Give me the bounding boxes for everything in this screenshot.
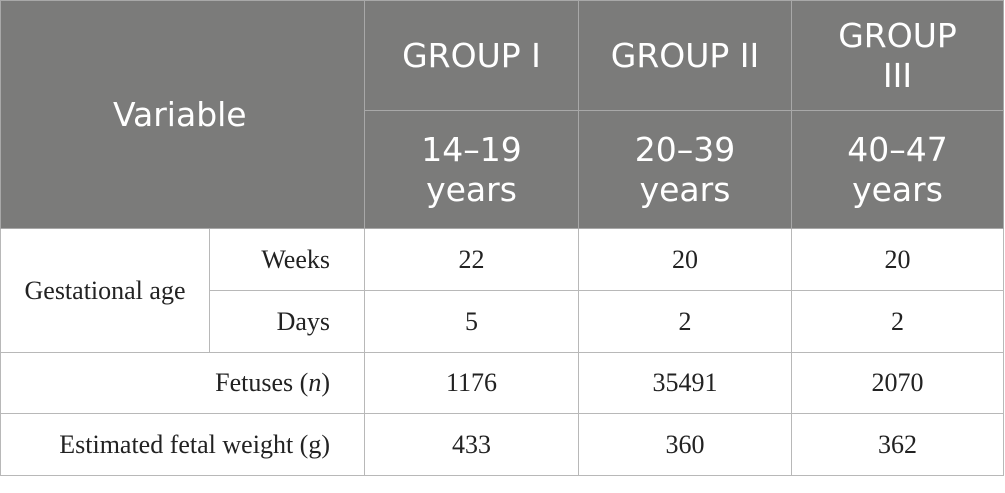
table-row-fetal-weight: Estimated fetal weight (g) 433 360 362 bbox=[0, 413, 1004, 476]
group-3-range-text: 40–47 years bbox=[847, 129, 948, 209]
days-label: Days bbox=[209, 290, 365, 353]
fetal-weight-group-2: 360 bbox=[578, 413, 792, 476]
days-group-1: 5 bbox=[364, 290, 579, 353]
fetal-weight-group-1: 433 bbox=[364, 413, 579, 476]
gestational-age-label: Gestational age bbox=[0, 228, 210, 353]
fetuses-label: Fetuses (n) bbox=[0, 352, 365, 414]
table-row-days: Days 5 2 2 bbox=[1, 290, 1004, 353]
header-row-ranges: 14–19 years 20–39 years 40–47 years bbox=[1, 110, 1004, 229]
fetuses-label-suffix: ) bbox=[321, 368, 330, 397]
fetal-weight-label: Estimated fetal weight (g) bbox=[0, 413, 365, 476]
group-3-header: GROUP III bbox=[791, 0, 1004, 111]
group-1-header: GROUP I bbox=[364, 0, 579, 111]
fetuses-group-2: 35491 bbox=[578, 352, 792, 414]
days-group-2: 2 bbox=[578, 290, 792, 353]
header-row-groups: Variable GROUP I GROUP II GROUP III bbox=[0, 0, 1004, 229]
fetuses-group-3: 2070 bbox=[791, 352, 1004, 414]
fetuses-group-1: 1176 bbox=[364, 352, 579, 414]
group-2-range: 20–39 years bbox=[578, 110, 792, 229]
table-row-fetuses: Fetuses (n) 1176 35491 2070 bbox=[0, 352, 1004, 414]
weeks-label: Weeks bbox=[209, 228, 365, 291]
group-2-header: GROUP II bbox=[578, 0, 792, 111]
group-1-range-text: 14–19 years bbox=[421, 129, 522, 209]
group-3-range: 40–47 years bbox=[791, 110, 1004, 229]
gestational-age-text: Gestational age bbox=[24, 275, 186, 305]
variable-header: Variable bbox=[0, 0, 365, 229]
fetuses-label-var: n bbox=[308, 368, 322, 397]
fetal-weight-group-3: 362 bbox=[791, 413, 1004, 476]
group-2-range-text: 20–39 years bbox=[634, 129, 736, 209]
data-table: Variable GROUP I GROUP II GROUP III 14–1… bbox=[0, 0, 1004, 476]
days-group-3: 2 bbox=[791, 290, 1004, 353]
table-row-weeks: Gestational age Weeks 22 20 20 bbox=[0, 228, 1004, 353]
weeks-group-2: 20 bbox=[578, 228, 792, 291]
group-1-range: 14–19 years bbox=[364, 110, 579, 229]
weeks-group-1: 22 bbox=[364, 228, 579, 291]
group-3-header-text: GROUP III bbox=[838, 15, 957, 95]
weeks-group-3: 20 bbox=[791, 228, 1004, 291]
fetuses-label-prefix: Fetuses ( bbox=[215, 368, 309, 397]
